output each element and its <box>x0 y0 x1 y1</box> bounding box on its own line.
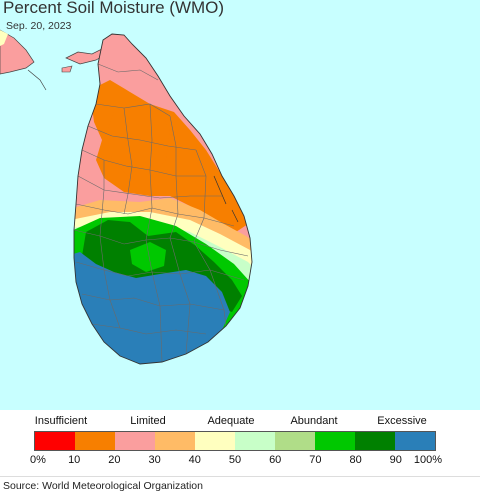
india-coast-yellow <box>0 30 8 46</box>
adams-bridge <box>27 69 47 91</box>
zone-10-20-core <box>106 100 170 178</box>
source-credit: Source: World Meteorological Organizatio… <box>0 476 480 494</box>
legend-tick-label: 60 <box>269 454 282 466</box>
legend-swatch-1 <box>75 432 115 450</box>
sri-lanka-soil-moisture-map <box>0 29 253 365</box>
india-coast <box>0 29 35 75</box>
legend-category-limited: Limited <box>130 415 166 427</box>
map-panel: Percent Soil Moisture (WMO) Sep. 20, 202… <box>0 0 480 410</box>
legend-swatch-6 <box>275 432 315 450</box>
legend-category-insufficient: Insufficient <box>34 415 88 427</box>
legend-swatch-8 <box>355 432 395 450</box>
sri-lanka-outline <box>73 33 253 365</box>
legend-swatch-2 <box>115 432 155 450</box>
legend-tick-label: 10 <box>68 454 81 466</box>
legend-tick-label: 30 <box>148 454 161 466</box>
legend-tick-label: 100% <box>413 454 443 466</box>
legend-swatch-5 <box>235 432 275 450</box>
legend-tick-label: 50 <box>228 454 242 466</box>
legend-swatch-3 <box>155 432 195 450</box>
moisture-zones <box>74 34 252 364</box>
legend-swatch-9 <box>395 432 435 450</box>
legend-swatch-4 <box>195 432 235 450</box>
legend-category-abundant: Abundant <box>290 415 338 427</box>
legend-tick-label: 90 <box>389 454 402 466</box>
legend-tick-label: 80 <box>349 454 362 466</box>
legend-category-excessive: Excessive <box>377 415 427 427</box>
east-coast-lagoon-2 <box>231 209 239 223</box>
legend-category-adequate: Adequate <box>207 415 255 427</box>
legend-swatch-0 <box>35 432 75 450</box>
legend-tick-label: 40 <box>188 454 201 466</box>
map-date: Sep. 20, 2023 <box>6 20 72 32</box>
legend-tick-label: 0% <box>30 454 46 466</box>
east-coast-lagoon <box>213 175 227 205</box>
island-small <box>61 65 73 73</box>
legend-tick-label: 20 <box>108 454 121 466</box>
map-title: Percent Soil Moisture (WMO) <box>3 0 225 17</box>
legend-tick-label: 70 <box>309 454 322 466</box>
district-borders <box>74 63 249 363</box>
legend-color-bar <box>34 431 436 451</box>
legend-swatch-7 <box>315 432 355 450</box>
zone-70-80-pocket <box>130 242 166 272</box>
